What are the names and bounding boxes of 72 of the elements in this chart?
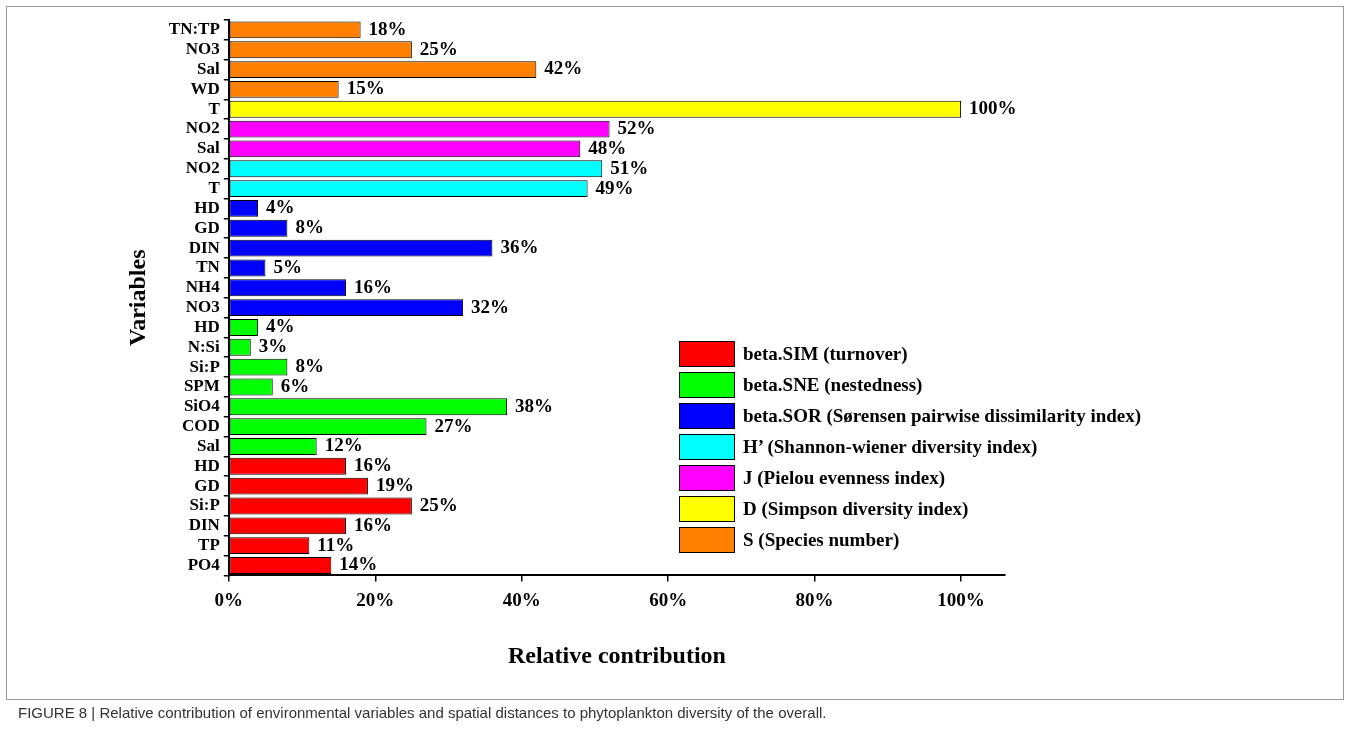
data-label: 18% bbox=[368, 17, 407, 39]
x-tick-label: 80% bbox=[795, 588, 834, 610]
data-label: 38% bbox=[515, 394, 554, 416]
y-tick-label: COD bbox=[182, 416, 220, 436]
data-label: 11% bbox=[317, 533, 355, 555]
data-label: 15% bbox=[346, 77, 385, 99]
y-tick-label: NO2 bbox=[185, 158, 220, 178]
data-label: 8% bbox=[295, 355, 324, 377]
y-tick-label: T bbox=[208, 177, 221, 197]
data-label: 52% bbox=[617, 117, 656, 138]
y-tick-label: HD bbox=[194, 197, 220, 217]
legend-label: D (Simpson diversity index) bbox=[742, 497, 969, 520]
data-label: 42% bbox=[544, 57, 583, 79]
data-label: 25% bbox=[419, 37, 458, 59]
x-tick-label: 20% bbox=[356, 588, 395, 610]
x-tick-label: 100% bbox=[937, 588, 985, 610]
y-tick-label: TP bbox=[198, 535, 220, 555]
y-tick-label: TN:TP bbox=[168, 19, 220, 39]
legend-label: beta.SNE (nestedness) bbox=[742, 373, 923, 396]
data-label: 8% bbox=[295, 216, 324, 238]
caption: FIGURE 8 | Relative contribution of environmental variables and spatial distances to phytoplankton diversity of the overall. bbox=[18, 704, 827, 721]
y-tick-label: NH4 bbox=[185, 277, 221, 297]
data-label: 4% bbox=[266, 315, 295, 337]
data-label: 16% bbox=[353, 454, 392, 476]
y-tick-label: SPM bbox=[183, 376, 220, 396]
x-tick-label: 40% bbox=[502, 588, 541, 610]
data-label: 25% bbox=[419, 493, 458, 515]
data-label: 5% bbox=[273, 255, 302, 277]
y-tick-label: SiO4 bbox=[183, 396, 221, 416]
y-tick-label: T bbox=[208, 98, 221, 118]
y-tick-label: PO4 bbox=[187, 554, 221, 574]
y-tick-label: Si:P bbox=[189, 356, 220, 376]
x-axis-title: Relative contribution bbox=[507, 641, 726, 668]
y-tick-label: DIN bbox=[188, 515, 221, 535]
y-tick-label: GD bbox=[194, 475, 220, 495]
data-label: 16% bbox=[353, 513, 392, 535]
data-label: 51% bbox=[610, 156, 649, 178]
y-tick-label: DIN bbox=[188, 237, 221, 257]
data-label: 14% bbox=[339, 553, 378, 575]
data-label: 19% bbox=[375, 474, 414, 496]
data-label: 49% bbox=[595, 176, 634, 198]
y-tick-label: TN bbox=[196, 257, 221, 277]
data-label: 4% bbox=[266, 196, 295, 218]
y-tick-label: Sal bbox=[197, 58, 221, 78]
y-tick-label: Sal bbox=[197, 138, 221, 158]
y-tick-label: GD bbox=[194, 217, 220, 237]
y-tick-label: N:Si bbox=[187, 336, 221, 356]
y-tick-label: Sal bbox=[197, 435, 221, 455]
data-label: 36% bbox=[500, 236, 539, 258]
y-axis-title: Variables bbox=[123, 249, 150, 346]
data-label: 48% bbox=[588, 136, 627, 158]
y-tick-label: WD bbox=[190, 78, 220, 98]
data-label: 3% bbox=[258, 335, 288, 357]
legend-label: beta.SIM (turnover) bbox=[742, 342, 908, 365]
data-label: 12% bbox=[324, 434, 363, 456]
data-label: 27% bbox=[434, 414, 473, 436]
y-tick-label: NO2 bbox=[185, 118, 220, 138]
legend-label: J (Pielou evenness index) bbox=[742, 466, 946, 489]
y-tick-label: NO3 bbox=[185, 297, 220, 317]
data-label: 32% bbox=[471, 295, 510, 317]
legend-label: beta.SOR (Sørensen pairwise dissimilarity index) bbox=[742, 404, 1142, 427]
x-tick-label: 0% bbox=[214, 588, 244, 610]
data-label: 6% bbox=[280, 374, 310, 396]
legend-label: S (Species number) bbox=[742, 528, 900, 551]
y-tick-label: HD bbox=[194, 316, 220, 336]
data-label: 100% bbox=[969, 97, 1017, 119]
legend-label: H’ (Shannon-wiener diversity index) bbox=[742, 435, 1038, 458]
data-label: 16% bbox=[353, 275, 392, 297]
y-tick-label: Si:P bbox=[189, 495, 220, 515]
x-tick-label: 60% bbox=[649, 588, 688, 610]
y-tick-label: NO3 bbox=[185, 39, 220, 59]
y-tick-label: HD bbox=[194, 455, 220, 475]
